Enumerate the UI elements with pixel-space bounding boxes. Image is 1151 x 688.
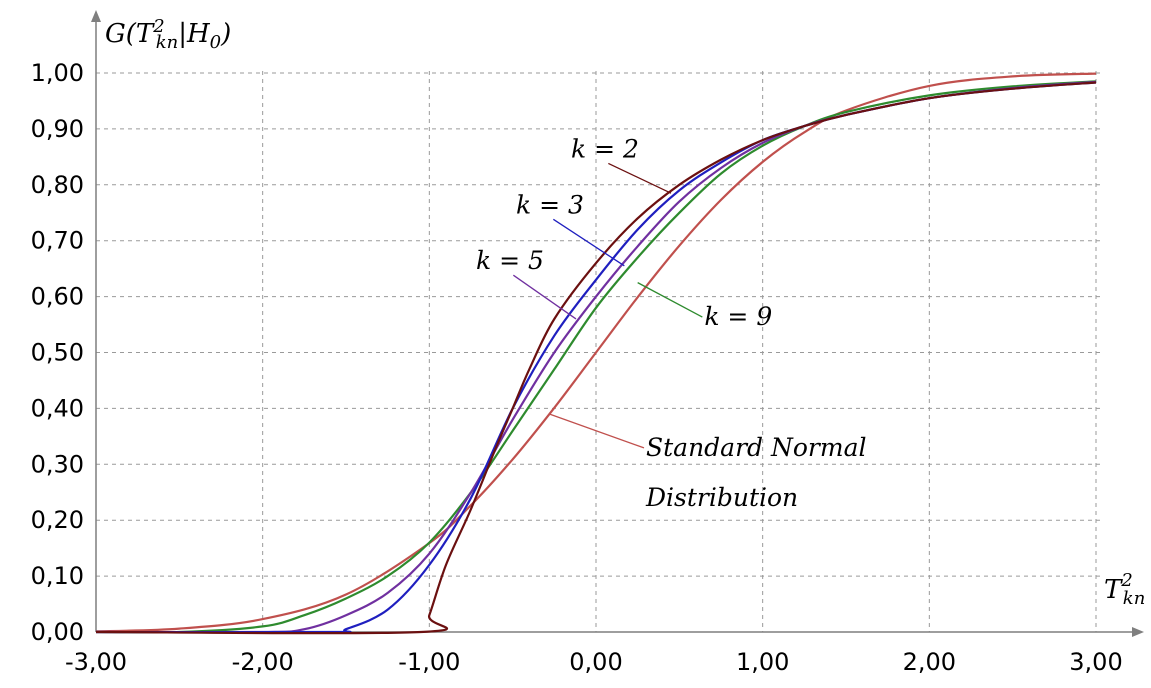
y-tick-label: 0,00 [31, 618, 84, 646]
annotation-leader-k-3 [552, 218, 625, 267]
y-title-base: T [136, 19, 155, 49]
tick-labels: -3,00 -2,00 -1,00 0,00 1,00 2,00 3,00 0,00 0,10 0… [31, 59, 1123, 676]
annotation-leader-k-9 [637, 282, 703, 318]
y-tick-label: 0,60 [31, 283, 84, 311]
annotation-standard-normal: Standard Normal [646, 433, 866, 462]
x-tick-label: 3,00 [1069, 648, 1122, 676]
y-tick-label: 0,20 [31, 506, 84, 534]
y-axis-title: G(T2 kn|H0) [105, 16, 231, 53]
y-title-close: ) [220, 19, 231, 49]
x-title-sup: 2 [1120, 570, 1132, 591]
series-lines [95, 72, 1097, 635]
y-axis-arrow [91, 10, 101, 22]
x-tick-label: -2,00 [232, 648, 294, 676]
annotation-k-5: k = 5 [476, 246, 544, 275]
x-tick-label: 1,00 [736, 648, 789, 676]
x-axis-arrow [1132, 627, 1144, 637]
annotation-leader-k-2 [608, 162, 672, 194]
y-tick-label: 0,10 [31, 562, 84, 590]
series-line-standard-normal-distribution [95, 72, 1097, 633]
x-title-sub: kn [1123, 588, 1146, 609]
y-title-prefix: G( [105, 19, 137, 49]
y-tick-label: 0,80 [31, 171, 84, 199]
x-tick-label: 2,00 [903, 648, 956, 676]
y-tick-label: 0,30 [31, 450, 84, 478]
series-line-k-2 [95, 81, 1097, 635]
y-tick-label: 0,90 [31, 115, 84, 143]
annotation-k-2: k = 2 [571, 134, 639, 163]
y-tick-label: 0,50 [31, 339, 84, 367]
annotation-k-3: k = 3 [516, 190, 584, 219]
y-tick-label: 0,40 [31, 394, 84, 422]
y-title-suffix: |H [178, 19, 211, 49]
annotation-k-9: k = 9 [704, 302, 772, 331]
y-tick-label: 0,70 [31, 227, 84, 255]
annotation-distribution: Distribution [645, 483, 798, 512]
series-line-k-9 [95, 80, 1097, 634]
x-title-base: T [1104, 575, 1123, 605]
x-axis-title: T2 kn [1104, 570, 1145, 609]
x-tick-label: -3,00 [65, 648, 127, 676]
y-title-sub: kn [156, 32, 179, 53]
series-line-k-5 [95, 80, 1097, 634]
grid-lines [96, 71, 1100, 632]
x-tick-label: -1,00 [398, 648, 460, 676]
series-line-k-3 [95, 81, 1097, 634]
annotation-leader-k-5 [512, 274, 577, 320]
annotations: k = 2 k = 3 k = 5 k = 9 Standard Normal Distr… [476, 134, 866, 512]
y-title-sup: 2 [152, 16, 164, 37]
y-title-suffix-sub: 0 [210, 32, 221, 53]
annotation-leader-standard-normal [549, 413, 645, 449]
x-tick-label: 0,00 [569, 648, 622, 676]
y-tick-label: 1,00 [31, 59, 84, 87]
